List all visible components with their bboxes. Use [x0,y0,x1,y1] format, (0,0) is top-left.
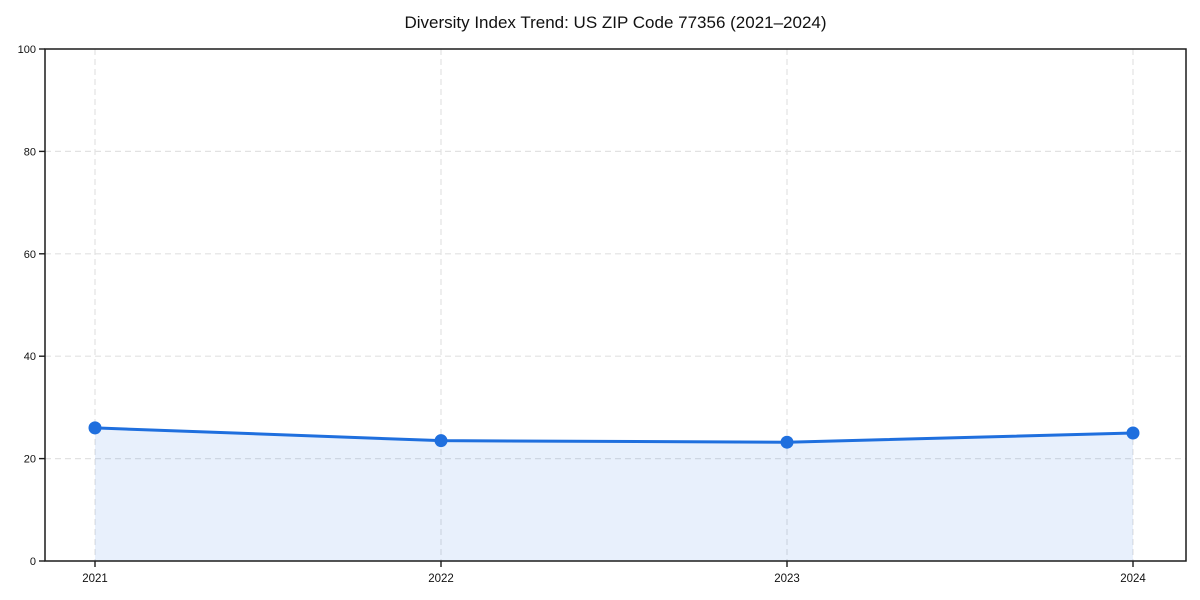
y-axis-tick-label: 100 [18,44,36,56]
chart-title: Diversity Index Trend: US ZIP Code 77356… [404,13,827,32]
y-axis-tick-label: 0 [30,556,36,568]
x-axis-tick-label: 2021 [82,573,108,585]
data-point-marker [434,434,448,448]
x-axis-tick-label: 2023 [774,573,800,585]
data-point-marker [88,421,102,435]
trend-line [93,426,1135,444]
y-axis-tick-label: 40 [24,351,36,363]
area-fill [95,427,1133,561]
x-axis-tick-label: 2022 [428,573,454,585]
axes-frame [44,48,1187,562]
y-axis-tick-label: 60 [24,249,36,261]
x-axis-tick-label: 2024 [1120,573,1146,585]
y-axis-tick-label: 20 [24,454,36,466]
data-point-marker [780,435,794,449]
y-axis-tick-label: 80 [24,146,36,158]
data-point-marker [1126,426,1140,440]
